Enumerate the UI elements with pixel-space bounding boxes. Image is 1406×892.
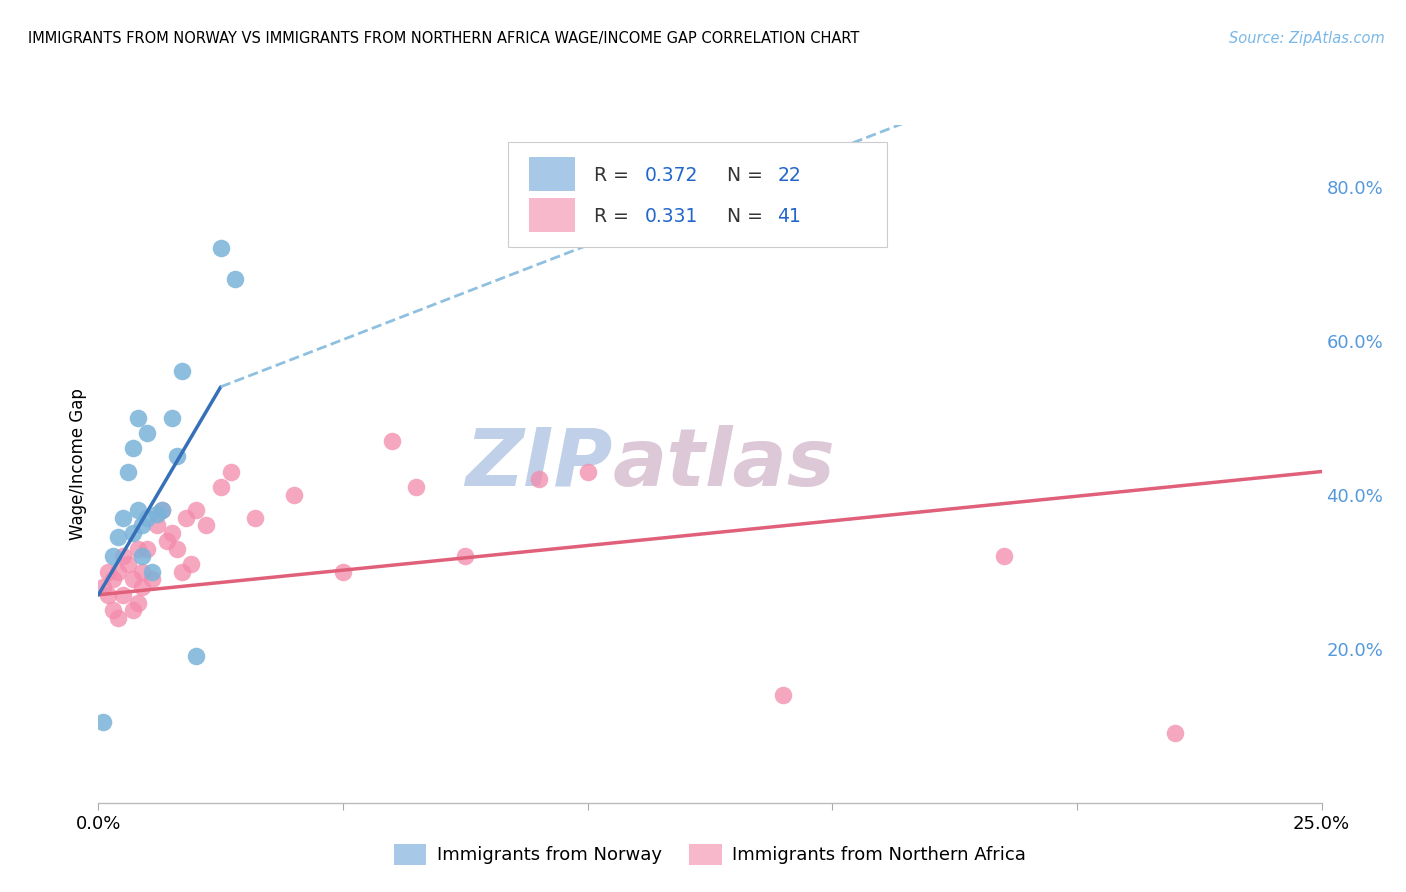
Point <box>136 510 159 524</box>
Point <box>405 480 427 494</box>
Point <box>107 565 129 579</box>
Point <box>170 565 193 579</box>
Point <box>381 434 404 448</box>
Point <box>186 649 208 664</box>
Point <box>101 573 124 587</box>
Point <box>141 573 163 587</box>
Text: Source: ZipAtlas.com: Source: ZipAtlas.com <box>1229 31 1385 46</box>
Point <box>454 549 477 564</box>
Point <box>160 526 183 541</box>
Text: N =: N = <box>727 166 769 185</box>
Point <box>156 533 179 548</box>
Point <box>527 472 550 486</box>
Bar <box>529 157 575 191</box>
Point <box>993 549 1015 564</box>
Point <box>117 557 139 571</box>
Point <box>160 410 183 425</box>
Point <box>186 503 208 517</box>
Point <box>97 565 120 579</box>
Point <box>127 410 149 425</box>
Legend: Immigrants from Norway, Immigrants from Northern Africa: Immigrants from Norway, Immigrants from … <box>387 837 1033 871</box>
Text: ZIP: ZIP <box>465 425 612 503</box>
Point <box>121 573 143 587</box>
Point <box>101 603 124 617</box>
Point <box>576 465 599 479</box>
Point <box>150 503 173 517</box>
Y-axis label: Wage/Income Gap: Wage/Income Gap <box>69 388 87 540</box>
Point <box>111 510 134 524</box>
Point <box>195 518 218 533</box>
Point <box>111 588 134 602</box>
Point <box>141 565 163 579</box>
Point <box>180 557 202 571</box>
Text: 41: 41 <box>778 207 801 226</box>
Text: 0.331: 0.331 <box>645 207 699 226</box>
Point <box>209 480 232 494</box>
Point <box>101 549 124 564</box>
Point <box>91 714 114 729</box>
Point <box>146 507 169 521</box>
Bar <box>529 198 575 232</box>
Point <box>176 510 198 524</box>
Text: 22: 22 <box>778 166 801 185</box>
Point <box>166 449 188 463</box>
Point <box>131 518 153 533</box>
Point <box>121 603 143 617</box>
Point <box>97 588 120 602</box>
Point <box>131 580 153 594</box>
Point <box>136 541 159 556</box>
Point <box>111 549 134 564</box>
Text: IMMIGRANTS FROM NORWAY VS IMMIGRANTS FROM NORTHERN AFRICA WAGE/INCOME GAP CORREL: IMMIGRANTS FROM NORWAY VS IMMIGRANTS FRO… <box>28 31 859 46</box>
Point <box>332 565 354 579</box>
Point <box>224 272 246 286</box>
Point <box>121 526 143 541</box>
Point <box>146 518 169 533</box>
Point <box>166 541 188 556</box>
FancyBboxPatch shape <box>508 142 887 247</box>
Point <box>131 549 153 564</box>
Point <box>772 688 794 702</box>
Text: R =: R = <box>593 166 634 185</box>
Text: N =: N = <box>727 207 769 226</box>
Point <box>243 510 266 524</box>
Point <box>209 241 232 255</box>
Point <box>107 530 129 544</box>
Point <box>127 595 149 609</box>
Point <box>117 465 139 479</box>
Point <box>150 503 173 517</box>
Text: 0.372: 0.372 <box>645 166 699 185</box>
Point <box>1164 726 1187 740</box>
Point <box>127 503 149 517</box>
Text: R =: R = <box>593 207 634 226</box>
Point <box>127 541 149 556</box>
Point <box>219 465 242 479</box>
Point <box>91 580 114 594</box>
Point <box>107 611 129 625</box>
Text: atlas: atlas <box>612 425 835 503</box>
Point <box>121 442 143 456</box>
Point <box>283 488 305 502</box>
Point <box>136 425 159 440</box>
Point <box>131 565 153 579</box>
Point <box>170 364 193 378</box>
